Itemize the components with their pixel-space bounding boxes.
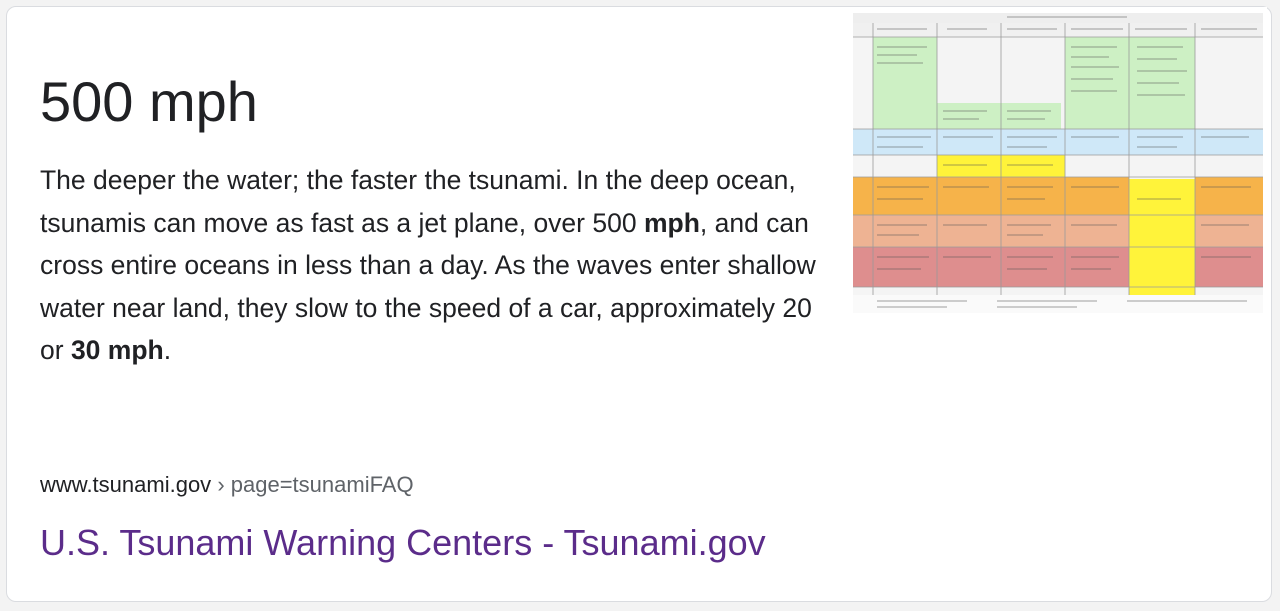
breadcrumb-separator: ›	[217, 472, 225, 497]
table-faux-text	[877, 16, 1257, 308]
answer-value: 500 mph	[40, 70, 258, 133]
snippet-bold-2: 30 mph	[70, 335, 164, 365]
salmon-band-left	[853, 215, 1129, 247]
source-path: page=tsunamiFAQ	[230, 472, 414, 497]
yellow-block-right	[1129, 179, 1195, 295]
table-title-row	[853, 13, 1263, 23]
table-header-row	[853, 23, 1263, 37]
snippet-text: The deeper the water; the faster the tsu…	[40, 159, 830, 372]
red-band-left	[853, 247, 1129, 287]
table-footer	[853, 295, 1263, 313]
tsunami-message-table-image	[853, 13, 1263, 313]
orange-band-right	[1195, 177, 1263, 215]
salmon-band-right	[1195, 215, 1263, 247]
table-grid-lines	[853, 23, 1263, 295]
source-domain: www.tsunami.gov	[40, 472, 212, 497]
green-block-left	[873, 37, 937, 129]
green-block-mid	[937, 103, 1061, 129]
red-band-right	[1195, 247, 1263, 287]
blue-band	[853, 129, 1263, 155]
result-title-link[interactable]: U.S. Tsunami Warning Centers - Tsunami.g…	[40, 522, 766, 563]
snippet-text-part-2: , and can cross entire oceans in less th…	[40, 207, 816, 366]
thumbnail-image[interactable]	[847, 7, 1267, 319]
snippet-bold-1: mph	[643, 207, 700, 238]
featured-snippet-card: 500 mph The deeper the water; the faster…	[6, 6, 1272, 602]
snippet-text-part-3: .	[163, 335, 172, 365]
snippet-text-part-1: The deeper the water; the faster the tsu…	[40, 165, 796, 238]
source-citation: www.tsunami.gov › page=tsunamiFAQ	[40, 472, 414, 498]
orange-band-left	[853, 177, 1129, 215]
